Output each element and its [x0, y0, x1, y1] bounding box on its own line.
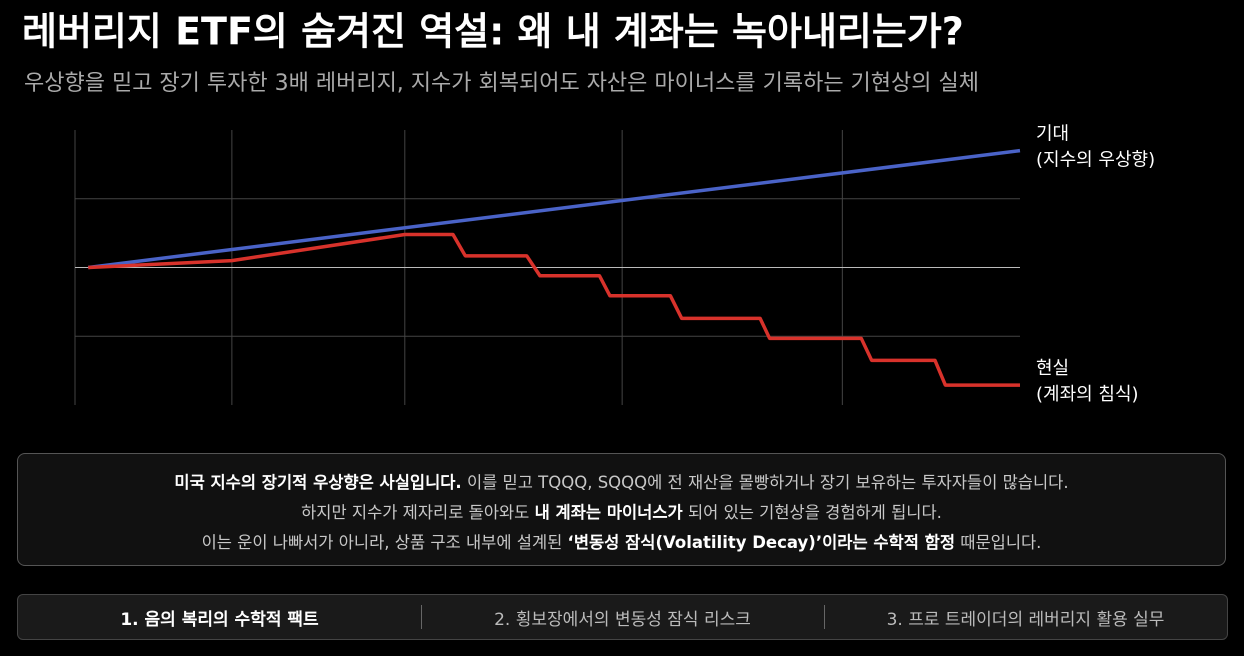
series-label: 현실: [1036, 358, 1069, 379]
series-note: (지수의 우상향): [1036, 150, 1155, 171]
series-line: [88, 148, 1021, 270]
series-note: (계좌의 침식): [1036, 384, 1139, 405]
summary-emphasis: 미국 지수의 장기적 우상향은 사실입니다.: [174, 473, 462, 492]
chart-title: 레버리지 ETF의 숨겨진 역설: 왜 내 계좌는 녹아내리는가?: [22, 10, 964, 54]
summary-line: 하지만 지수가 제자리로 돌아와도 내 계좌는 마이너스가 되어 있는 기현상을…: [18, 498, 1225, 528]
summary-text: 때문입니다.: [955, 533, 1042, 552]
tab[interactable]: 2. 횡보장에서의 변동성 잠식 리스크: [421, 595, 824, 639]
tab-bar: 1. 음의 복리의 수학적 팩트 2. 횡보장에서의 변동성 잠식 리스크 3. 프…: [17, 594, 1228, 640]
tab[interactable]: 3. 프로 트레이더의 레버리지 활용 실무: [824, 595, 1227, 639]
summary-text: 이는 운이 나빠서가 아니라, 상품 구조 내부에 설계된: [201, 533, 568, 552]
chart-subtitle: 우상향을 믿고 장기 투자한 3배 레버리지, 지수가 회복되어도 자산은 마이…: [24, 71, 979, 96]
summary-emphasis: 내 계좌는 마이너스가: [534, 503, 683, 522]
series-label: 기대: [1036, 124, 1069, 145]
series-line: [88, 232, 1020, 387]
chart: 레버리지 ETF의 숨겨진 역설: 왜 내 계좌는 녹아내리는가? 우상향을 믿…: [22, 10, 1155, 406]
summary-line: 이는 운이 나빠서가 아니라, 상품 구조 내부에 설계된 ‘변동성 잠식(Vo…: [18, 528, 1225, 558]
summary-box: 미국 지수의 장기적 우상향은 사실입니다. 이를 믿고 TQQQ, SQQQ에…: [17, 453, 1226, 566]
summary-emphasis: ‘변동성 잠식(Volatility Decay)’이라는 수학적 함정: [567, 533, 956, 552]
summary-text: 하지만 지수가 제자리로 돌아와도: [301, 503, 535, 522]
summary-text: 되어 있는 기현상을 경험하게 됩니다.: [682, 503, 942, 522]
summary-text: 이를 믿고 TQQQ, SQQQ에 전 재산을 몰빵하거나 장기 보유하는 투자…: [461, 473, 1069, 492]
tab[interactable]: 1. 음의 복리의 수학적 팩트: [120, 609, 319, 630]
summary-line: 미국 지수의 장기적 우상향은 사실입니다. 이를 믿고 TQQQ, SQQQ에…: [18, 468, 1225, 498]
